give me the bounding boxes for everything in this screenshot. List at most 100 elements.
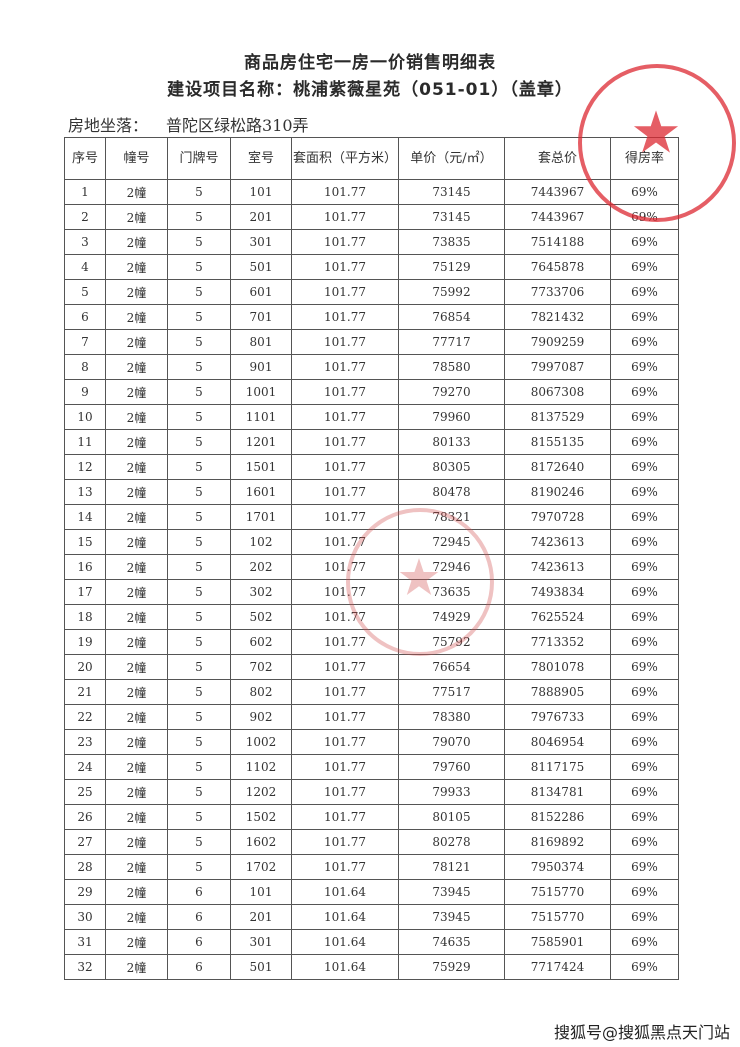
cell-efficiency: 69% (610, 429, 679, 455)
cell-total-price: 7950374 (504, 854, 611, 880)
cell-area: 101.77 (291, 279, 399, 305)
table-row: 1 2幢 5 101 101.77 73145 7443967 69% (64, 179, 679, 205)
table-row: 6 2幢 5 701 101.77 76854 7821432 69% (64, 304, 679, 330)
cell-area: 101.77 (291, 604, 399, 630)
cell-efficiency: 69% (610, 304, 679, 330)
cell-building: 2幢 (105, 229, 168, 255)
cell-area: 101.77 (291, 779, 399, 805)
cell-total-price: 8046954 (504, 729, 611, 755)
header-door-no: 门牌号 (167, 137, 231, 180)
header-row: 序号 幢号 门牌号 室号 套面积（平方米） 单价（元/㎡） 套总价 得房率 (64, 137, 679, 180)
cell-unit-price: 77517 (398, 679, 505, 705)
table-row: 16 2幢 5 202 101.77 72946 7423613 69% (64, 554, 679, 580)
cell-seq: 24 (64, 754, 106, 780)
table-row: 18 2幢 5 502 101.77 74929 7625524 69% (64, 604, 679, 630)
cell-seq: 11 (64, 429, 106, 455)
cell-efficiency: 69% (610, 804, 679, 830)
cell-total-price: 7888905 (504, 679, 611, 705)
table-row: 31 2幢 6 301 101.64 74635 7585901 69% (64, 929, 679, 955)
cell-building: 2幢 (105, 879, 168, 905)
cell-seq: 18 (64, 604, 106, 630)
cell-efficiency: 69% (610, 554, 679, 580)
cell-unit-price: 80305 (398, 454, 505, 480)
cell-area: 101.77 (291, 579, 399, 605)
cell-area: 101.77 (291, 179, 399, 205)
table-row: 32 2幢 6 501 101.64 75929 7717424 69% (64, 954, 679, 980)
cell-area: 101.77 (291, 429, 399, 455)
cell-unit-price: 78121 (398, 854, 505, 880)
cell-building: 2幢 (105, 604, 168, 630)
cell-building: 2幢 (105, 829, 168, 855)
cell-total-price: 8117175 (504, 754, 611, 780)
cell-efficiency: 69% (610, 704, 679, 730)
cell-efficiency: 69% (610, 204, 679, 230)
cell-area: 101.77 (291, 854, 399, 880)
cell-unit-price: 75792 (398, 629, 505, 655)
cell-total-price: 7997087 (504, 354, 611, 380)
cell-unit-price: 79933 (398, 779, 505, 805)
cell-seq: 30 (64, 904, 106, 930)
cell-building: 2幢 (105, 429, 168, 455)
cell-seq: 27 (64, 829, 106, 855)
cell-door-no: 5 (167, 304, 231, 330)
cell-total-price: 8152286 (504, 804, 611, 830)
cell-efficiency: 69% (610, 229, 679, 255)
cell-room: 501 (230, 254, 292, 280)
cell-area: 101.77 (291, 629, 399, 655)
cell-seq: 9 (64, 379, 106, 405)
cell-room: 501 (230, 954, 292, 980)
sales-table: 序号 幢号 门牌号 室号 套面积（平方米） 单价（元/㎡） 套总价 得房率 1 2幢 5 101 10… (64, 137, 679, 980)
cell-efficiency: 69% (610, 829, 679, 855)
cell-efficiency: 69% (610, 329, 679, 355)
header-building: 幢号 (105, 137, 168, 180)
cell-seq: 14 (64, 504, 106, 530)
cell-door-no: 5 (167, 704, 231, 730)
cell-unit-price: 73945 (398, 879, 505, 905)
cell-efficiency: 69% (610, 579, 679, 605)
cell-area: 101.77 (291, 204, 399, 230)
cell-door-no: 5 (167, 479, 231, 505)
table-row: 4 2幢 5 501 101.77 75129 7645878 69% (64, 254, 679, 280)
cell-total-price: 7821432 (504, 304, 611, 330)
cell-total-price: 8169892 (504, 829, 611, 855)
cell-building: 2幢 (105, 354, 168, 380)
cell-area: 101.77 (291, 504, 399, 530)
table-row: 2 2幢 5 201 101.77 73145 7443967 69% (64, 204, 679, 230)
table-row: 27 2幢 5 1602 101.77 80278 8169892 69% (64, 829, 679, 855)
cell-room: 1201 (230, 429, 292, 455)
cell-seq: 5 (64, 279, 106, 305)
cell-room: 901 (230, 354, 292, 380)
cell-seq: 31 (64, 929, 106, 955)
cell-seq: 17 (64, 579, 106, 605)
cell-door-no: 5 (167, 529, 231, 555)
cell-total-price: 8155135 (504, 429, 611, 455)
cell-total-price: 7515770 (504, 879, 611, 905)
table-row: 29 2幢 6 101 101.64 73945 7515770 69% (64, 879, 679, 905)
table-row: 7 2幢 5 801 101.77 77717 7909259 69% (64, 329, 679, 355)
cell-seq: 23 (64, 729, 106, 755)
cell-total-price: 7423613 (504, 529, 611, 555)
cell-total-price: 7733706 (504, 279, 611, 305)
cell-total-price: 8172640 (504, 454, 611, 480)
header-seq: 序号 (64, 137, 106, 180)
cell-building: 2幢 (105, 504, 168, 530)
cell-door-no: 5 (167, 604, 231, 630)
cell-total-price: 8134781 (504, 779, 611, 805)
table-row: 25 2幢 5 1202 101.77 79933 8134781 69% (64, 779, 679, 805)
header-room: 室号 (230, 137, 292, 180)
cell-unit-price: 73145 (398, 179, 505, 205)
cell-unit-price: 73945 (398, 904, 505, 930)
cell-room: 601 (230, 279, 292, 305)
cell-room: 101 (230, 179, 292, 205)
cell-area: 101.77 (291, 254, 399, 280)
cell-building: 2幢 (105, 204, 168, 230)
cell-area: 101.77 (291, 354, 399, 380)
cell-seq: 3 (64, 229, 106, 255)
cell-building: 2幢 (105, 304, 168, 330)
cell-building: 2幢 (105, 904, 168, 930)
cell-room: 301 (230, 929, 292, 955)
table-row: 3 2幢 5 301 101.77 73835 7514188 69% (64, 229, 679, 255)
cell-building: 2幢 (105, 579, 168, 605)
cell-door-no: 5 (167, 204, 231, 230)
cell-door-no: 5 (167, 504, 231, 530)
